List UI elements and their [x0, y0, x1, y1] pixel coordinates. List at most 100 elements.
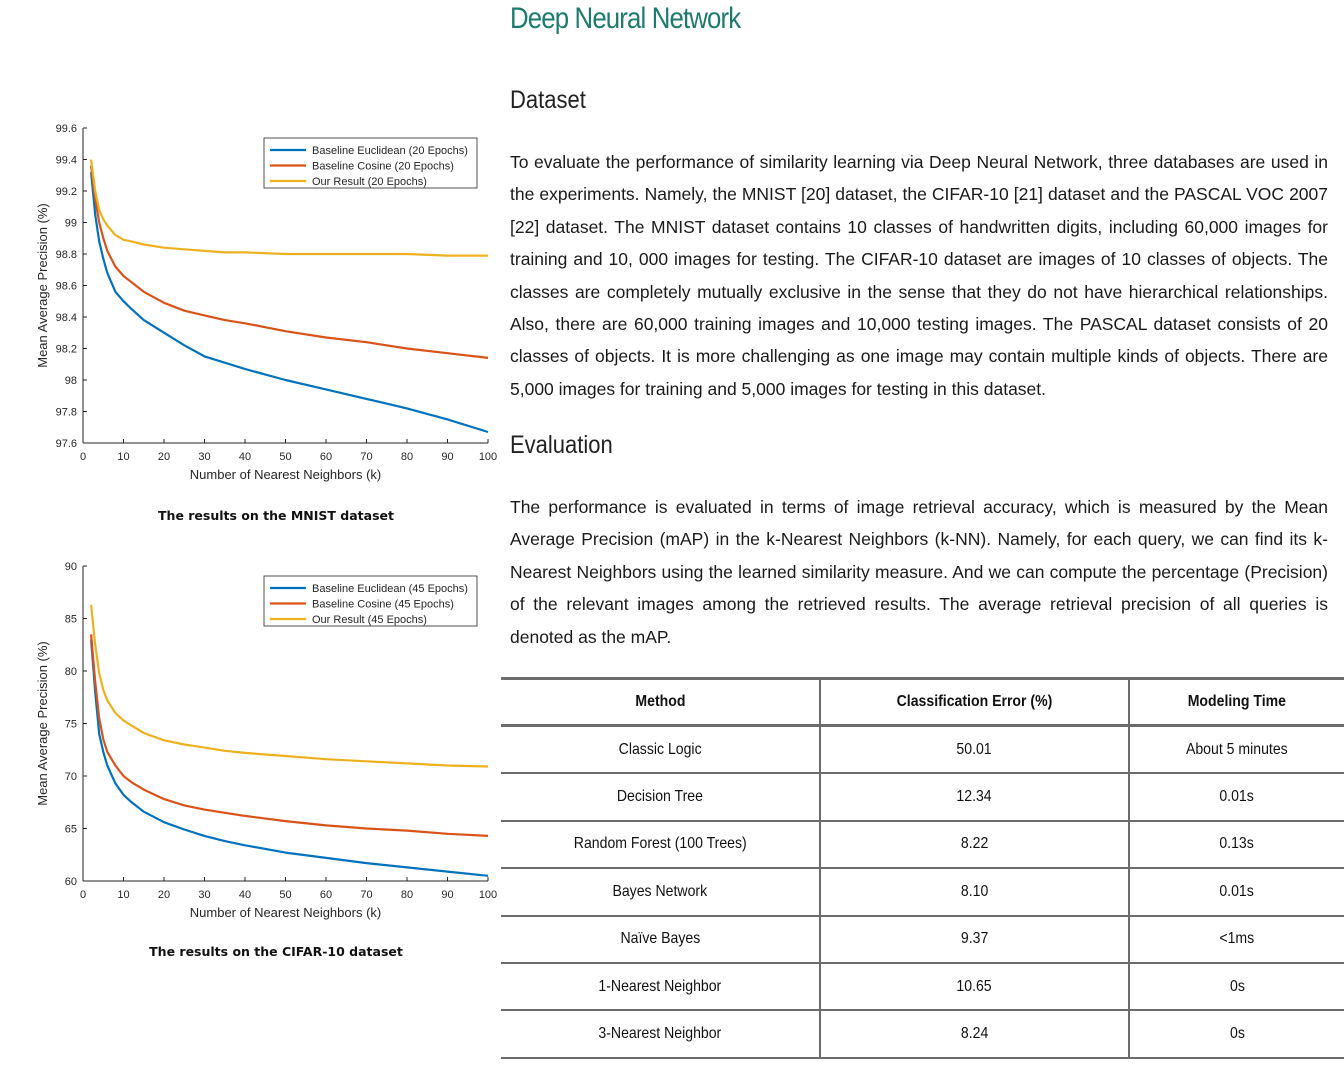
x-tick-label: 100	[479, 889, 497, 901]
table-cell-method: Naïve Bayes	[501, 915, 820, 964]
table-row: Naïve Bayes 9.37 <1ms	[501, 915, 1344, 964]
x-tick-label: 10	[117, 889, 129, 901]
y-tick-label: 90	[65, 561, 77, 573]
table-cell-method: 3-Nearest Neighbor	[501, 1010, 820, 1059]
table-row: Bayes Network 8.10 0.01s	[501, 868, 1344, 917]
y-tick-label: 99.6	[56, 123, 77, 135]
y-tick-label: 75	[65, 719, 77, 731]
legend-label-2: Baseline Cosine (20 Epochs)	[312, 161, 454, 173]
table-cell-method: Decision Tree	[501, 773, 820, 822]
x-tick-label: 100	[479, 451, 497, 463]
x-tick-label: 10	[117, 451, 129, 463]
x-tick-label: 90	[441, 889, 453, 901]
x-tick-label: 20	[158, 451, 170, 463]
table-cell-time: 0.01s	[1128, 773, 1344, 822]
table-header-method: Method	[501, 677, 820, 727]
table-cell-error: 9.37	[819, 915, 1129, 964]
legend-label-3: Our Result (20 Epochs)	[312, 176, 427, 188]
y-tick-label: 98.6	[56, 281, 77, 293]
y-tick-label: 97.8	[56, 407, 77, 419]
table-row: Classic Logic 50.01 About 5 minutes	[501, 725, 1344, 775]
x-tick-label: 70	[360, 889, 372, 901]
table-cell-error: 12.34	[819, 773, 1129, 822]
evaluation-heading: Evaluation	[510, 431, 613, 459]
legend-label-3: Our Result (45 Epochs)	[312, 614, 427, 626]
page-title: Deep Neural Network	[510, 2, 741, 35]
x-tick-label: 90	[441, 451, 453, 463]
table-header-time: Modeling Time	[1128, 677, 1344, 727]
legend-label-1: Baseline Euclidean (45 Epochs)	[312, 583, 468, 595]
y-axis-label: Mean Average Precision (%)	[35, 641, 50, 806]
x-axis-label: Number of Nearest Neighbors (k)	[190, 905, 381, 920]
table-cell-method: Bayes Network	[501, 868, 820, 917]
x-tick-label: 40	[239, 889, 251, 901]
table-cell-method: Classic Logic	[501, 725, 820, 775]
table-cell-time: 0s	[1128, 1010, 1344, 1059]
y-tick-label: 98.2	[56, 344, 77, 356]
y-tick-label: 98	[65, 375, 77, 387]
series-line-1	[90, 171, 489, 434]
table-cell-time: <1ms	[1128, 915, 1344, 964]
y-tick-label: 99.2	[56, 186, 77, 198]
cifar10-line-chart: 0 10 20 30 40 50 60 70 80 90 100 60 65 70 75 80 85 90 Numb…	[35, 561, 497, 920]
legend-box	[263, 575, 478, 627]
table-row: 3-Nearest Neighbor 8.24 0s	[501, 1010, 1344, 1059]
table-cell-method: Random Forest (100 Trees)	[501, 820, 820, 870]
x-tick-label: 40	[239, 451, 251, 463]
x-tick-label: 80	[401, 889, 413, 901]
cifar10-chart-caption: The results on the CIFAR-10 dataset	[149, 944, 403, 959]
table-header-error: Classification Error (%)	[819, 677, 1129, 727]
x-tick-label: 70	[360, 451, 372, 463]
legend-box	[263, 137, 478, 189]
legend-label-1: Baseline Euclidean (20 Epochs)	[312, 145, 468, 157]
x-tick-label: 60	[320, 451, 332, 463]
x-axis-label: Number of Nearest Neighbors (k)	[190, 467, 381, 482]
y-axis-label: Mean Average Precision (%)	[35, 203, 50, 368]
y-tick-label: 99.4	[56, 155, 77, 167]
x-tick-label: 30	[198, 889, 210, 901]
table-row: Decision Tree 12.34 0.01s	[501, 773, 1344, 822]
x-tick-label: 80	[401, 451, 413, 463]
table-cell-error: 8.22	[819, 820, 1129, 870]
table-cell-error: 10.65	[819, 962, 1129, 1012]
series-line-3	[90, 604, 489, 768]
results-table: Method Classification Error (%) Modeling…	[501, 677, 1344, 1059]
table-cell-error: 8.24	[819, 1010, 1129, 1059]
table-cell-time: 0.01s	[1128, 868, 1344, 917]
table-cell-error: 8.10	[819, 868, 1129, 917]
series-line-2	[90, 634, 489, 837]
mnist-line-chart: 0 10 20 30 40 50 60 70 80 90 100 97.6 97.8 98 98.2 98.4…	[35, 123, 497, 482]
mnist-chart-caption: The results on the MNIST dataset	[158, 508, 394, 523]
x-tick-label: 50	[279, 451, 291, 463]
x-tick-label: 20	[158, 889, 170, 901]
x-tick-label: 60	[320, 889, 332, 901]
table-row: Random Forest (100 Trees) 8.22 0.13s	[501, 820, 1344, 870]
x-tick-label: 0	[80, 451, 86, 463]
y-tick-label: 98.4	[56, 312, 77, 324]
table-cell-time: 0s	[1128, 962, 1344, 1012]
evaluation-paragraph: The performance is evaluated in terms of…	[510, 497, 1328, 647]
y-tick-label: 99	[65, 218, 77, 230]
dataset-heading: Dataset	[510, 86, 586, 114]
legend-label-2: Baseline Cosine (45 Epochs)	[312, 599, 454, 611]
table-cell-error: 50.01	[819, 725, 1129, 775]
x-tick-label: 30	[198, 451, 210, 463]
table-cell-time: 0.13s	[1128, 820, 1344, 870]
dataset-paragraph: To evaluate the performance of similarit…	[510, 152, 1328, 399]
table-header-row: Method Classification Error (%) Modeling…	[501, 677, 1344, 727]
x-tick-label: 50	[279, 889, 291, 901]
y-tick-label: 85	[65, 614, 77, 626]
x-tick-label: 0	[80, 889, 86, 901]
y-tick-label: 70	[65, 771, 77, 783]
series-line-3	[90, 159, 488, 257]
series-line-2	[90, 165, 489, 359]
y-tick-label: 98.8	[56, 249, 77, 261]
table-cell-time: About 5 minutes	[1128, 725, 1344, 775]
y-tick-label: 65	[65, 824, 77, 836]
series-line-1	[90, 639, 489, 877]
y-tick-label: 97.6	[56, 438, 77, 450]
y-tick-label: 60	[65, 876, 77, 888]
table-row: 1-Nearest Neighbor 10.65 0s	[501, 962, 1344, 1012]
y-tick-label: 80	[65, 666, 77, 678]
table-cell-method: 1-Nearest Neighbor	[501, 962, 820, 1012]
